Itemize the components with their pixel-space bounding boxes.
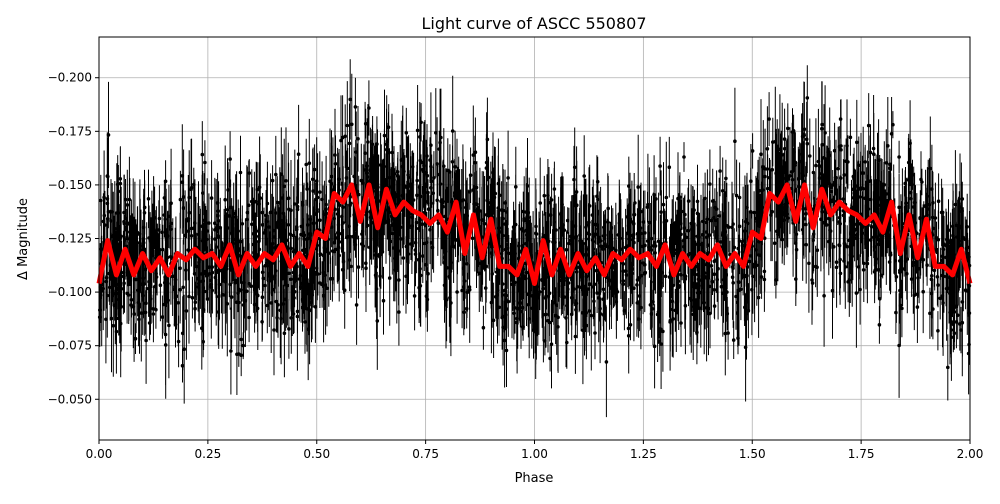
x-tick-label: 1.00 [521,447,548,461]
y-tick-label: −0.200 [48,71,92,85]
x-tick-label: 0.00 [86,447,113,461]
x-tick-label: 0.25 [195,447,222,461]
x-tick-label: 0.50 [303,447,330,461]
y-axis-ticks: −0.200 −0.175 −0.150 −0.125 −0.100 −0.075 −0.0… [48,71,99,406]
y-tick-label: −0.175 [48,124,92,138]
x-tick-label: 1.75 [848,447,875,461]
y-tick-label: −0.075 [48,339,92,353]
model-curve [96,182,973,286]
x-tick-label: 2.00 [957,447,984,461]
y-tick-label: −0.150 [48,178,92,192]
x-tick-label: 1.50 [739,447,766,461]
x-tick-label: 1.25 [630,447,657,461]
x-axis-label: Phase [515,471,554,486]
data-points [97,96,972,370]
y-tick-label: −0.125 [48,232,92,246]
y-axis-label: Δ Magnitude [16,198,31,280]
x-tick-label: 0.75 [412,447,439,461]
y-tick-label: −0.050 [48,392,92,406]
chart-title: Light curve of ASCC 550807 [421,14,646,33]
y-tick-label: −0.100 [48,285,92,299]
x-axis-ticks: 0.00 0.25 0.50 0.75 1.00 1.25 1.50 1.75 2.00 [86,440,984,461]
